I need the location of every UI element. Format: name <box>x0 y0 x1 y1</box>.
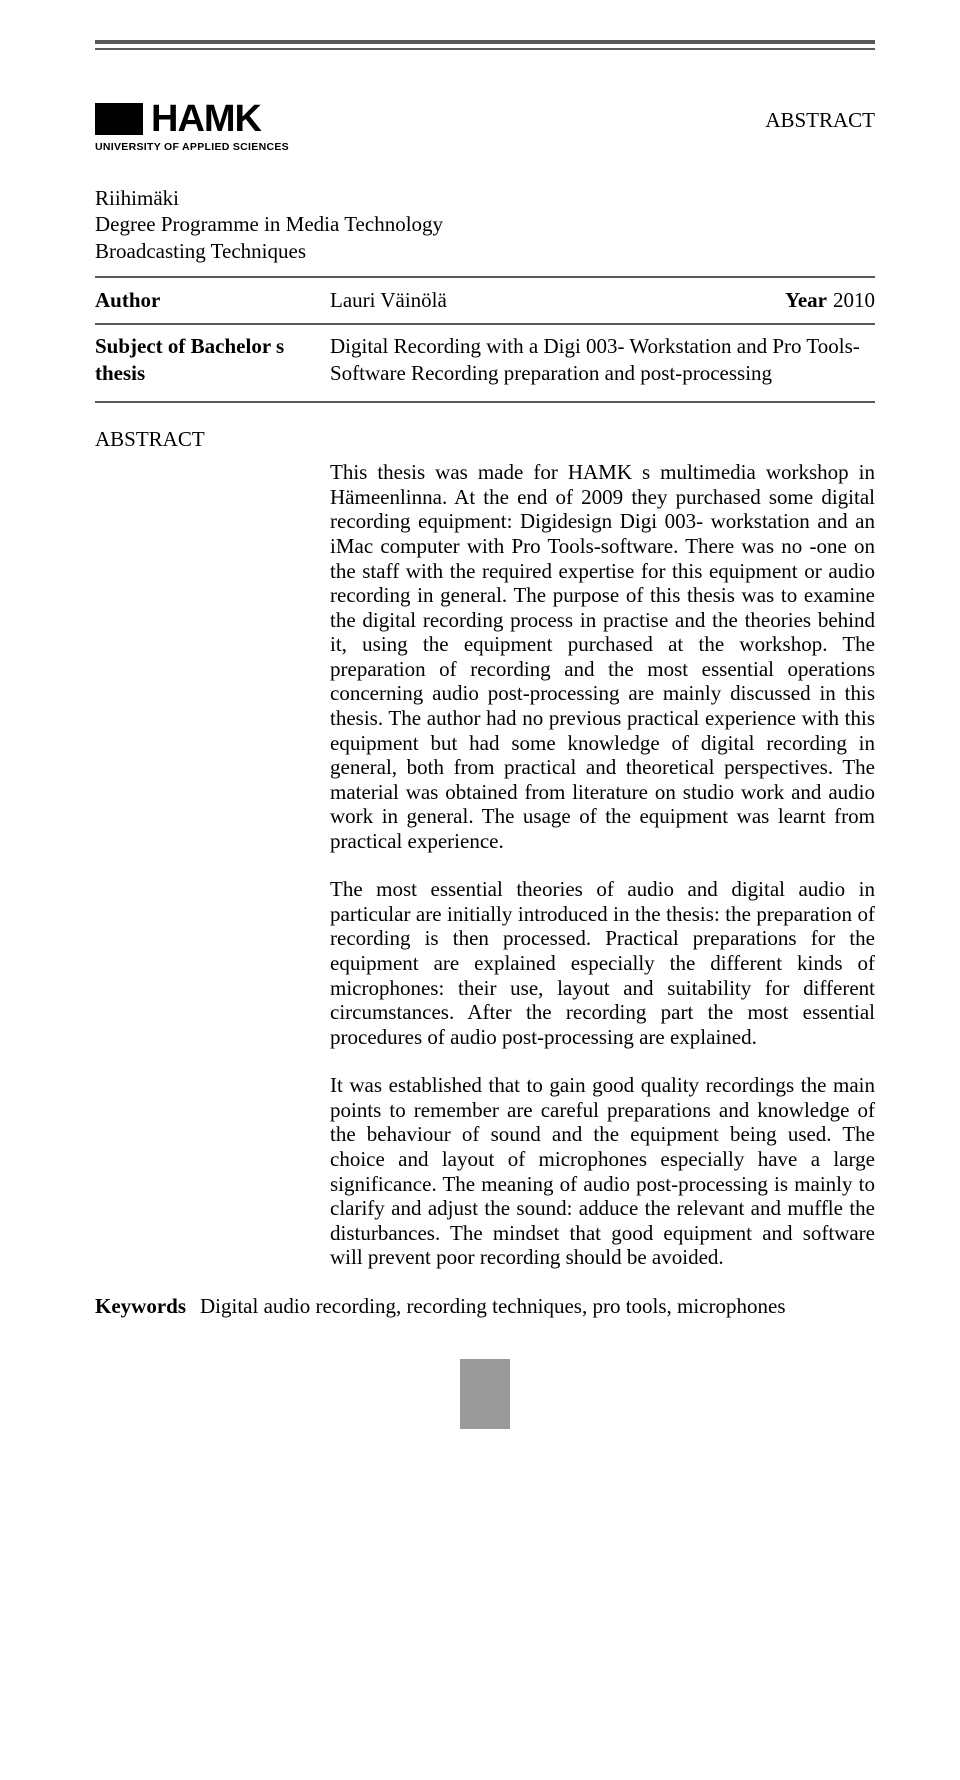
author-row: Author Lauri Väinölä Year 2010 <box>95 278 875 323</box>
author-label: Author <box>95 288 330 313</box>
page-number-block <box>460 1359 510 1429</box>
top-rule-thin <box>95 48 875 50</box>
abstract-paragraph-1: This thesis was made for HAMK s multimed… <box>330 460 875 853</box>
institution-line-2: Degree Programme in Media Technology <box>95 211 875 237</box>
abstract-label-top-right: ABSTRACT <box>765 100 875 133</box>
logo-block: HAMK UNIVERSITY OF APPLIED SCIENCES <box>95 100 289 153</box>
logo-subtitle: UNIVERSITY OF APPLIED SCIENCES <box>95 141 289 153</box>
top-rule-thick <box>95 40 875 44</box>
institution-line-3: Broadcasting Techniques <box>95 238 875 264</box>
abstract-label: ABSTRACT <box>95 427 875 452</box>
logo-title: HAMK <box>151 100 261 138</box>
subject-text: Digital Recording with a Digi 003- Works… <box>330 333 875 388</box>
year-value: 2010 <box>833 288 875 313</box>
abstract-paragraph-2: The most essential theories of audio and… <box>330 877 875 1049</box>
subject-row: Subject of Bachelor s thesis Digital Rec… <box>95 325 875 402</box>
subject-label: Subject of Bachelor s thesis <box>95 333 330 388</box>
abstract-body: This thesis was made for HAMK s multimed… <box>330 460 875 1269</box>
hamk-logo-icon <box>95 103 143 135</box>
page-container: HAMK UNIVERSITY OF APPLIED SCIENCES ABST… <box>0 0 960 1469</box>
header-section: HAMK UNIVERSITY OF APPLIED SCIENCES ABST… <box>95 100 875 153</box>
divider-3 <box>95 401 875 403</box>
institution-info: Riihimäki Degree Programme in Media Tech… <box>95 185 875 264</box>
keywords-label: Keywords <box>95 1294 200 1319</box>
year-label: Year <box>785 288 827 313</box>
institution-line-1: Riihimäki <box>95 185 875 211</box>
author-name: Lauri Väinölä <box>330 288 785 313</box>
abstract-paragraph-3: It was established that to gain good qua… <box>330 1073 875 1270</box>
logo-main: HAMK <box>95 100 289 138</box>
keywords-row: Keywords Digital audio recording, record… <box>95 1294 875 1319</box>
keywords-text: Digital audio recording, recording techn… <box>200 1294 786 1319</box>
